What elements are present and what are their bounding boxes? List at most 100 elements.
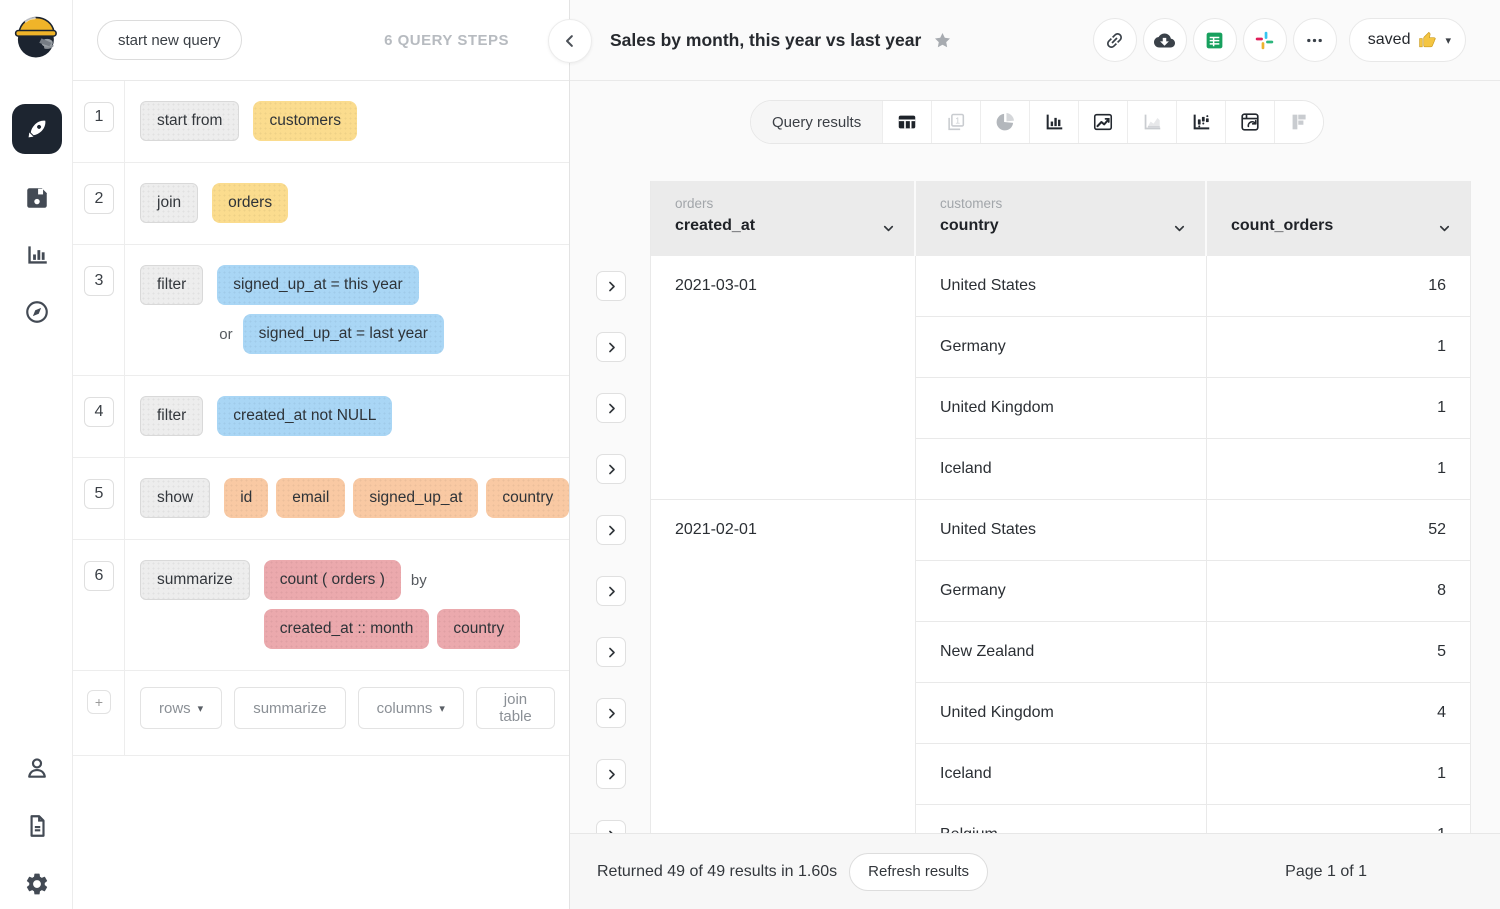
- step-number: 6: [84, 561, 114, 591]
- row-expand-button[interactable]: [596, 698, 626, 728]
- cell-country: United States: [916, 500, 1207, 561]
- icon-rail: [0, 0, 73, 909]
- rail-item-save-icon[interactable]: [24, 185, 50, 211]
- add-button-label: columns: [376, 699, 433, 717]
- tab-line-chart-icon[interactable]: [1078, 101, 1128, 143]
- results-header: Sales by month, this year vs last year s…: [570, 0, 1500, 81]
- row-expand-button[interactable]: [596, 759, 626, 789]
- pill-orders[interactable]: orders: [212, 183, 289, 223]
- cell-count-orders: 8: [1207, 561, 1470, 622]
- column-table-label: orders: [675, 196, 714, 211]
- chevron-down-icon[interactable]: [1437, 221, 1452, 236]
- step-keyword-summarize[interactable]: summarize: [140, 560, 250, 600]
- step-keyword-show[interactable]: show: [140, 478, 211, 518]
- pill-signed-up-at-last-year[interactable]: signed_up_at = last year: [242, 314, 444, 354]
- step-keyword-join[interactable]: join: [140, 183, 199, 223]
- tab-pie-chart-icon[interactable]: [980, 101, 1030, 143]
- rail-item-gear-icon[interactable]: [24, 871, 50, 897]
- cell-count-orders: 4: [1207, 683, 1470, 744]
- column-header-created_at: orders created_at: [651, 181, 916, 256]
- slack-icon: [1254, 30, 1275, 51]
- more-icon: [1304, 30, 1325, 51]
- pill-signed-up-at-this-year[interactable]: signed_up_at = this year: [217, 265, 419, 305]
- tab-funnel-chart-icon[interactable]: [1274, 101, 1324, 143]
- slack-button[interactable]: [1242, 18, 1287, 62]
- add-join-table-button[interactable]: join table: [475, 687, 555, 729]
- chevron-right-icon: [604, 340, 619, 355]
- candlestick-chart-icon: [1190, 111, 1212, 133]
- tab-query-results[interactable]: Query results: [751, 101, 883, 143]
- add-step-button[interactable]: +: [87, 690, 111, 714]
- tab-bar-chart-icon[interactable]: [1029, 101, 1079, 143]
- save-icon: [24, 185, 50, 211]
- pivot-table-icon: [1239, 111, 1261, 133]
- tab-area-chart-icon[interactable]: [1127, 101, 1177, 143]
- document-icon: [24, 813, 50, 839]
- saved-label: saved: [1367, 31, 1411, 48]
- step-keyword-filter[interactable]: filter: [140, 396, 204, 436]
- chevron-down-icon[interactable]: [1172, 221, 1187, 236]
- step-keyword-filter[interactable]: filter: [140, 265, 204, 305]
- tab-pivot-table-icon[interactable]: [1225, 101, 1275, 143]
- pill-signed-up-at[interactable]: signed_up_at: [353, 478, 479, 518]
- tab-number-icon[interactable]: [931, 101, 981, 143]
- tab-table-icon[interactable]: [882, 101, 932, 143]
- query-step-6: 6 summarize count ( orders ) by created_at :…: [73, 540, 569, 671]
- pill-country[interactable]: country: [437, 609, 521, 649]
- pill-created-at-not-null[interactable]: created_at not NULL: [217, 396, 393, 436]
- cloud-download-icon: [1154, 30, 1175, 51]
- pill-email[interactable]: email: [276, 478, 346, 518]
- tab-candlestick-chart-icon[interactable]: [1176, 101, 1226, 143]
- add-step-options: rows ▾ summarize columns ▾ join table: [125, 671, 569, 755]
- start-new-query-button[interactable]: start new query: [97, 20, 242, 60]
- chevron-down-icon[interactable]: [881, 221, 896, 236]
- row-expand-button[interactable]: [596, 576, 626, 606]
- add-summarize-button[interactable]: summarize: [234, 687, 346, 729]
- caret-down-icon: ▾: [1445, 34, 1451, 47]
- cell-created-at: 2021-03-01: [651, 256, 916, 500]
- cloud-download-button[interactable]: [1142, 18, 1187, 62]
- pill-count-orders[interactable]: count ( orders ): [263, 560, 401, 600]
- column-name: count_orders: [1231, 217, 1334, 234]
- row-expand-button[interactable]: [596, 454, 626, 484]
- add-rows-button[interactable]: rows ▾: [140, 687, 223, 729]
- caret-down-icon: ▾: [439, 702, 445, 715]
- pill-country[interactable]: country: [486, 478, 570, 518]
- row-expand-button[interactable]: [596, 515, 626, 545]
- rail-item-document-icon[interactable]: [24, 813, 50, 839]
- rail-item-rocket-icon[interactable]: [11, 104, 62, 154]
- more-button[interactable]: [1292, 18, 1337, 62]
- mole-mascot-logo[interactable]: [10, 8, 64, 64]
- page-title: Sales by month, this year vs last year: [610, 29, 922, 50]
- cell-country: New Zealand: [916, 622, 1207, 683]
- rail-item-bar-chart-icon[interactable]: [24, 242, 50, 268]
- line-chart-icon: [1092, 111, 1114, 133]
- star-icon[interactable]: [933, 31, 952, 50]
- saved-status-button[interactable]: saved ▾: [1348, 18, 1466, 62]
- pill-id[interactable]: id: [224, 478, 269, 518]
- row-expand-button[interactable]: [596, 271, 626, 301]
- column-header-count_orders: count_orders: [1207, 181, 1470, 256]
- pill-created-at-month[interactable]: created_at :: month: [263, 609, 430, 649]
- link-button[interactable]: [1092, 18, 1137, 62]
- row-expand-button[interactable]: [596, 393, 626, 423]
- pill-customers[interactable]: customers: [253, 101, 357, 141]
- step-number: 3: [84, 266, 114, 296]
- row-expand-button[interactable]: [596, 332, 626, 362]
- step-keyword-start-from[interactable]: start from: [140, 101, 240, 141]
- step-number-gutter: 3: [73, 245, 125, 375]
- step-body: summarize count ( orders ) by created_at ::…: [125, 540, 569, 670]
- collapse-panel-button[interactable]: [548, 19, 592, 63]
- spreadsheet-button[interactable]: [1192, 18, 1237, 62]
- cell-count-orders: 16: [1207, 256, 1470, 317]
- add-button-label: rows: [159, 699, 191, 717]
- query-step-1: 1 start from customers: [73, 81, 569, 163]
- rail-item-user-icon[interactable]: [24, 755, 50, 781]
- page-indicator: Page 1 of 1: [1285, 862, 1367, 880]
- row-expand-button[interactable]: [596, 637, 626, 667]
- refresh-results-button[interactable]: Refresh results: [849, 852, 989, 891]
- add-columns-button[interactable]: columns ▾: [357, 687, 464, 729]
- pie-chart-icon: [994, 111, 1016, 133]
- rail-item-compass-icon[interactable]: [24, 299, 50, 325]
